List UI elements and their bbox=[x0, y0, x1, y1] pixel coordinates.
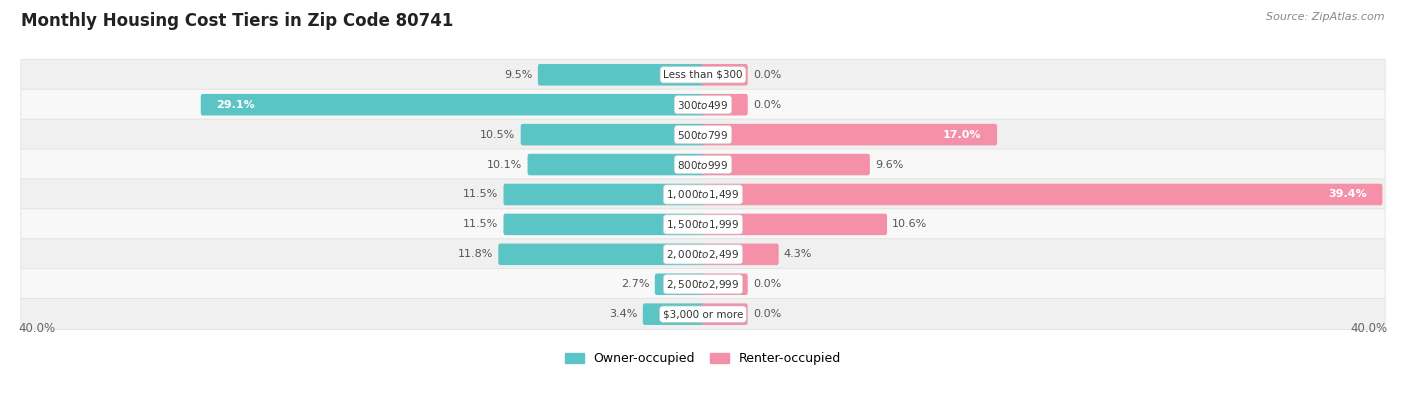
Text: 40.0%: 40.0% bbox=[1350, 322, 1388, 334]
Text: $1,500 to $1,999: $1,500 to $1,999 bbox=[666, 218, 740, 231]
FancyBboxPatch shape bbox=[21, 239, 1385, 270]
FancyBboxPatch shape bbox=[520, 124, 704, 145]
FancyBboxPatch shape bbox=[702, 273, 748, 295]
FancyBboxPatch shape bbox=[21, 59, 1385, 90]
Text: 11.5%: 11.5% bbox=[463, 190, 498, 200]
Text: 9.6%: 9.6% bbox=[875, 159, 904, 170]
Text: 40.0%: 40.0% bbox=[18, 322, 56, 334]
Text: $300 to $499: $300 to $499 bbox=[678, 99, 728, 111]
Text: 39.4%: 39.4% bbox=[1329, 190, 1367, 200]
Text: 10.1%: 10.1% bbox=[486, 159, 523, 170]
Text: 0.0%: 0.0% bbox=[752, 309, 782, 319]
FancyBboxPatch shape bbox=[527, 154, 704, 175]
FancyBboxPatch shape bbox=[643, 303, 704, 325]
FancyBboxPatch shape bbox=[503, 184, 704, 205]
Text: 10.5%: 10.5% bbox=[481, 129, 516, 139]
Text: 11.5%: 11.5% bbox=[463, 220, 498, 229]
Text: $500 to $799: $500 to $799 bbox=[678, 129, 728, 141]
FancyBboxPatch shape bbox=[21, 299, 1385, 330]
Text: $2,000 to $2,499: $2,000 to $2,499 bbox=[666, 248, 740, 261]
Text: $2,500 to $2,999: $2,500 to $2,999 bbox=[666, 278, 740, 291]
FancyBboxPatch shape bbox=[702, 124, 997, 145]
FancyBboxPatch shape bbox=[21, 209, 1385, 240]
FancyBboxPatch shape bbox=[702, 214, 887, 235]
Text: 0.0%: 0.0% bbox=[752, 70, 782, 80]
Text: 29.1%: 29.1% bbox=[217, 100, 254, 110]
Text: $1,000 to $1,499: $1,000 to $1,499 bbox=[666, 188, 740, 201]
FancyBboxPatch shape bbox=[21, 149, 1385, 180]
FancyBboxPatch shape bbox=[21, 119, 1385, 150]
Text: 17.0%: 17.0% bbox=[943, 129, 981, 139]
Text: $3,000 or more: $3,000 or more bbox=[662, 309, 744, 319]
FancyBboxPatch shape bbox=[702, 94, 748, 115]
Text: Less than $300: Less than $300 bbox=[664, 70, 742, 80]
Text: 9.5%: 9.5% bbox=[505, 70, 533, 80]
FancyBboxPatch shape bbox=[503, 214, 704, 235]
FancyBboxPatch shape bbox=[21, 89, 1385, 120]
Text: Source: ZipAtlas.com: Source: ZipAtlas.com bbox=[1267, 12, 1385, 22]
FancyBboxPatch shape bbox=[702, 244, 779, 265]
Text: 3.4%: 3.4% bbox=[609, 309, 638, 319]
Text: Monthly Housing Cost Tiers in Zip Code 80741: Monthly Housing Cost Tiers in Zip Code 8… bbox=[21, 12, 454, 30]
FancyBboxPatch shape bbox=[201, 94, 704, 115]
FancyBboxPatch shape bbox=[21, 269, 1385, 300]
Text: 0.0%: 0.0% bbox=[752, 100, 782, 110]
Text: 2.7%: 2.7% bbox=[621, 279, 650, 289]
FancyBboxPatch shape bbox=[702, 154, 870, 175]
Text: $800 to $999: $800 to $999 bbox=[678, 159, 728, 171]
Legend: Owner-occupied, Renter-occupied: Owner-occupied, Renter-occupied bbox=[560, 347, 846, 370]
FancyBboxPatch shape bbox=[21, 179, 1385, 210]
FancyBboxPatch shape bbox=[702, 184, 1382, 205]
Text: 11.8%: 11.8% bbox=[458, 249, 494, 259]
FancyBboxPatch shape bbox=[655, 273, 704, 295]
FancyBboxPatch shape bbox=[702, 303, 748, 325]
FancyBboxPatch shape bbox=[538, 64, 704, 85]
Text: 0.0%: 0.0% bbox=[752, 279, 782, 289]
FancyBboxPatch shape bbox=[702, 64, 748, 85]
FancyBboxPatch shape bbox=[498, 244, 704, 265]
Text: 4.3%: 4.3% bbox=[783, 249, 813, 259]
Text: 10.6%: 10.6% bbox=[893, 220, 928, 229]
